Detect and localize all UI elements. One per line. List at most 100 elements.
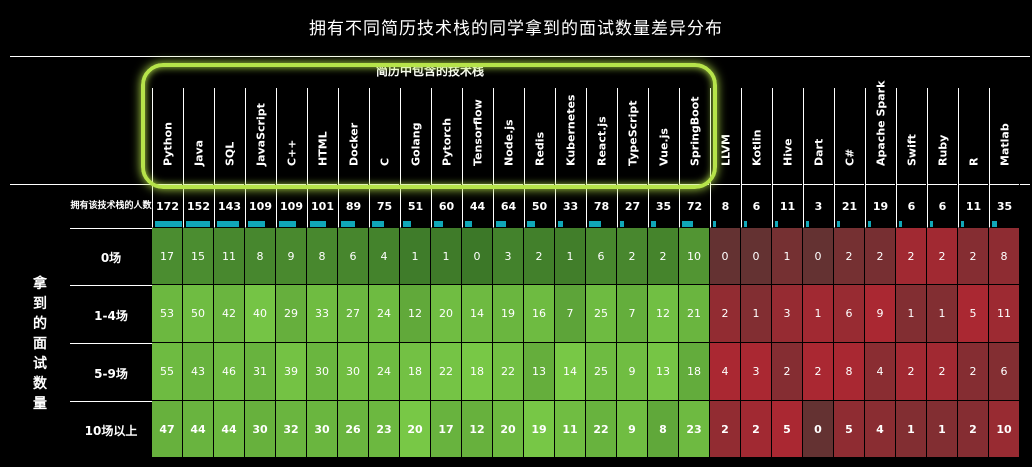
column-header: Java: [183, 88, 214, 185]
heatmap-cell: 14: [462, 285, 493, 343]
count-cell: 6: [741, 185, 772, 228]
group-label: 简历中包含的技术栈: [375, 64, 484, 78]
heatmap-cell: 18: [462, 343, 493, 401]
heatmap-cell: 2: [803, 343, 834, 401]
count-bar: [186, 221, 210, 227]
column-label: Tensorflow: [471, 99, 484, 166]
column-header: C++: [276, 88, 307, 185]
count-cell: 11: [772, 185, 803, 228]
heatmap-cell: 16: [524, 285, 555, 343]
column-header: Node.js: [493, 88, 524, 185]
heatmap-cell: 1: [896, 285, 927, 343]
count-cell: 101: [307, 185, 338, 228]
heatmap-cell: 5: [834, 401, 865, 458]
heatmap-cell: 39: [276, 343, 307, 401]
heatmap-cell: 2: [834, 228, 865, 285]
column-header: Docker: [338, 88, 369, 185]
row-label: 1-4场: [70, 285, 152, 344]
count-cell: 6: [896, 185, 927, 228]
heatmap-cell: 2: [741, 401, 772, 458]
count-cell: 33: [555, 185, 586, 228]
heatmap-cell: 6: [586, 228, 617, 285]
heatmap-cell: 30: [338, 343, 369, 401]
count-cell: 64: [493, 185, 524, 228]
count-cell: 21: [834, 185, 865, 228]
count-row-label: 拥有该技术栈的人数: [70, 200, 152, 211]
count-bar: [341, 221, 355, 227]
count-bar: [961, 221, 964, 227]
heatmap-cell: 2: [896, 343, 927, 401]
heatmap-cell: 12: [462, 401, 493, 458]
column-label: C: [378, 157, 391, 166]
heatmap-cell: 1: [896, 401, 927, 458]
count-cell: 172: [152, 185, 183, 228]
heatmap-cell: 27: [338, 285, 369, 343]
count-bar: [868, 221, 871, 227]
heatmap-cell: 1: [927, 285, 958, 343]
heatmap-cell: 11: [555, 401, 586, 458]
count-bar: [434, 221, 444, 227]
heatmap-cell: 0: [462, 228, 493, 285]
heatmap-cell: 44: [183, 401, 214, 458]
heatmap-cell: 23: [369, 401, 400, 458]
heatmap-cell: 1: [555, 228, 586, 285]
heatmap-cell: 25: [586, 343, 617, 401]
heatmap-cell: 1: [772, 228, 803, 285]
heatmap-cell: 25: [586, 285, 617, 343]
column-header: JavaScript: [245, 88, 276, 185]
column-label: React.js: [595, 116, 608, 166]
heatmap-cell: 22: [431, 343, 462, 401]
heatmap-cell: 4: [369, 228, 400, 285]
heatmap-cell: 17: [431, 401, 462, 458]
column-header: Vue.js: [648, 88, 679, 185]
heatmap-cell: 46: [214, 343, 245, 401]
heatmap-cell: 8: [307, 228, 338, 285]
column-label: Docker: [347, 122, 360, 166]
heatmap-cell: 3: [772, 285, 803, 343]
heatmap-cell: 19: [493, 285, 524, 343]
heatmap-cell: 30: [245, 401, 276, 458]
heatmap-cell: 30: [307, 401, 338, 458]
heatmap-cell: 19: [524, 401, 555, 458]
side-label: 拿到的面试数量: [10, 230, 70, 458]
column-label: Redis: [533, 131, 546, 166]
heatmap-cell: 8: [648, 401, 679, 458]
divider-line: [10, 56, 1030, 57]
count-bar: [558, 221, 564, 227]
heatmap-cell: 24: [369, 343, 400, 401]
count-bar: [744, 221, 747, 227]
column-header: Matlab: [989, 88, 1020, 185]
side-label-char: 到: [33, 296, 47, 312]
heatmap-cell: 5: [772, 401, 803, 458]
count-cell: 109: [276, 185, 307, 228]
heatmap-cell: 8: [245, 228, 276, 285]
column-header: Ruby: [927, 88, 958, 185]
heatmap-cell: 0: [803, 228, 834, 285]
count-cell: 109: [245, 185, 276, 228]
count-cell: 60: [431, 185, 462, 228]
heatmap-cell: 3: [493, 228, 524, 285]
count-cell: 72: [679, 185, 710, 228]
heatmap-cell: 53: [152, 285, 183, 343]
count-cell: 89: [338, 185, 369, 228]
heatmap-cell: 2: [710, 285, 741, 343]
count-bar: [527, 221, 535, 227]
heatmap-cell: 2: [865, 228, 896, 285]
count-bar: [992, 221, 998, 227]
heatmap-cell: 4: [710, 343, 741, 401]
heatmap-cell: 4: [865, 401, 896, 458]
count-cell: 3: [803, 185, 834, 228]
heatmap-cell: 18: [679, 343, 710, 401]
heatmap-cell: 0: [710, 228, 741, 285]
heatmap-cell: 1: [400, 228, 431, 285]
heatmap-cell: 21: [679, 285, 710, 343]
count-bar: [496, 221, 507, 227]
count-cell: 35: [989, 185, 1020, 228]
column-label: JavaScript: [254, 103, 267, 166]
count-bar: [248, 221, 266, 227]
heatmap-cell: 43: [183, 343, 214, 401]
heatmap-cell: 30: [307, 343, 338, 401]
column-header: React.js: [586, 88, 617, 185]
column-label: Hive: [781, 138, 794, 166]
heatmap-cell: 2: [772, 343, 803, 401]
